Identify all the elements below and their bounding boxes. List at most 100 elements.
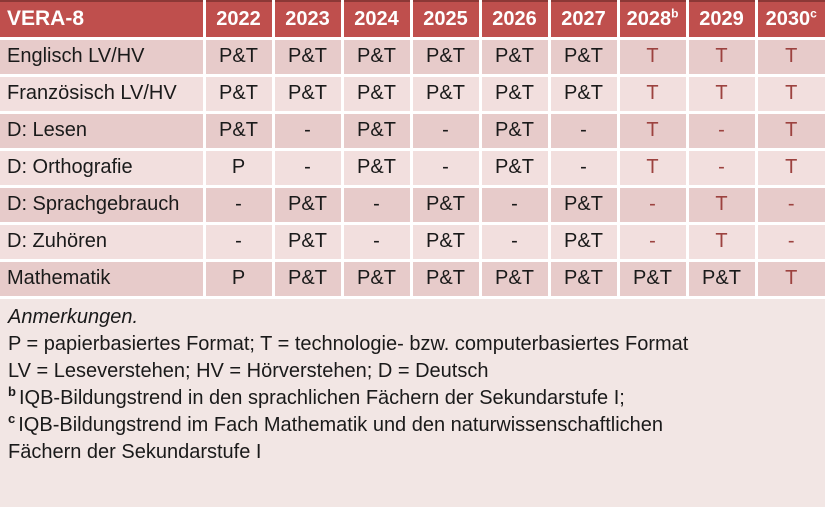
- cell-2025: P&T: [411, 260, 482, 299]
- cell-2023: P&T: [273, 75, 344, 114]
- year-label: 2029: [699, 7, 744, 30]
- year-footnote-marker: b: [671, 6, 679, 21]
- cell-2026: P&T: [480, 149, 551, 188]
- cell-2027: P&T: [549, 75, 620, 114]
- note-line: LV = Leseverstehen; HV = Hörverstehen; D…: [8, 358, 815, 385]
- year-header-2026: 2026: [480, 0, 551, 40]
- cell-2022: -: [204, 186, 275, 225]
- note-line: Fächern der Sekundarstufe I: [8, 439, 815, 466]
- footnote-marker: b: [8, 383, 16, 399]
- cell-2029: T: [687, 75, 758, 114]
- year-footnote-marker: c: [810, 6, 817, 21]
- year-header-2024: 2024: [342, 0, 413, 40]
- note-text: IQB-Bildungstrend in den sprachlichen Fä…: [18, 386, 625, 409]
- cell-2024: -: [342, 186, 413, 225]
- cell-2023: -: [273, 112, 344, 151]
- cell-2029: P&T: [687, 260, 758, 299]
- note-line: Anmerkungen.: [8, 304, 815, 331]
- cell-2030: -: [756, 223, 825, 262]
- note-text: IQB-Bildungstrend im Fach Mathematik und…: [18, 413, 663, 436]
- cell-2025: -: [411, 112, 482, 151]
- cell-2027: P&T: [549, 38, 620, 77]
- note-line: b IQB-Bildungstrend in den sprachlichen F…: [8, 385, 815, 412]
- cell-2026: P&T: [480, 260, 551, 299]
- cell-2026: -: [480, 223, 551, 262]
- cell-2027: P&T: [549, 260, 620, 299]
- cell-2029: -: [687, 112, 758, 151]
- cell-2028: T: [618, 112, 689, 151]
- year-header-2029: 2029: [687, 0, 758, 40]
- table-row: Französisch LV/HV P&T P&T P&T P&T P&T P&T T T T: [0, 75, 825, 114]
- cell-2026: P&T: [480, 38, 551, 77]
- year-header-2025: 2025: [411, 0, 482, 40]
- table-row: Englisch LV/HV P&T P&T P&T P&T P&T P&T T T T: [0, 38, 825, 77]
- cell-2022: P: [204, 149, 275, 188]
- cell-2025: P&T: [411, 75, 482, 114]
- row-label: D: Orthografie: [0, 149, 206, 188]
- cell-2030: T: [756, 38, 825, 77]
- year-header-2030: 2030c: [756, 0, 825, 40]
- row-label: D: Sprachgebrauch: [0, 186, 206, 225]
- year-label: 2027: [561, 7, 606, 30]
- table-title-cell: VERA-8: [0, 0, 206, 40]
- cell-2028: T: [618, 38, 689, 77]
- cell-2030: T: [756, 75, 825, 114]
- note-text: P = papierbasiertes Format; T = technolo…: [8, 332, 689, 355]
- cell-2028: T: [618, 75, 689, 114]
- cell-2024: -: [342, 223, 413, 262]
- year-header-2027: 2027: [549, 0, 620, 40]
- cell-2026: -: [480, 186, 551, 225]
- year-label: 2023: [285, 7, 330, 30]
- year-header-2022: 2022: [204, 0, 275, 40]
- table-row: Mathematik P P&T P&T P&T P&T P&T P&T P&T T: [0, 260, 825, 299]
- table-header-row: VERA-8 2022 2023 2024 2025 2026 2027 2028b 2029…: [0, 0, 825, 40]
- cell-2030: T: [756, 260, 825, 299]
- cell-2025: P&T: [411, 186, 482, 225]
- cell-2025: P&T: [411, 38, 482, 77]
- cell-2030: T: [756, 149, 825, 188]
- row-label: D: Lesen: [0, 112, 206, 151]
- cell-2026: P&T: [480, 75, 551, 114]
- cell-2025: -: [411, 149, 482, 188]
- year-label: 2028: [626, 7, 672, 30]
- cell-2027: -: [549, 112, 620, 151]
- note-text: Fächern der Sekundarstufe I: [8, 440, 262, 463]
- cell-2025: P&T: [411, 223, 482, 262]
- cell-2023: P&T: [273, 260, 344, 299]
- cell-2024: P&T: [342, 149, 413, 188]
- cell-2027: P&T: [549, 223, 620, 262]
- cell-2024: P&T: [342, 38, 413, 77]
- cell-2029: T: [687, 223, 758, 262]
- cell-2022: P&T: [204, 112, 275, 151]
- year-label: 2026: [492, 7, 537, 30]
- cell-2024: P&T: [342, 112, 413, 151]
- year-label: 2025: [423, 7, 468, 30]
- cell-2023: P&T: [273, 223, 344, 262]
- table-row: D: Lesen P&T - P&T - P&T - T - T: [0, 112, 825, 151]
- year-header-2023: 2023: [273, 0, 344, 40]
- cell-2023: P&T: [273, 186, 344, 225]
- cell-2028: -: [618, 223, 689, 262]
- cell-2024: P&T: [342, 75, 413, 114]
- table-title: VERA-8: [7, 7, 85, 31]
- cell-2022: P: [204, 260, 275, 299]
- table-row: D: Sprachgebrauch - P&T - P&T - P&T - T -: [0, 186, 825, 225]
- row-label: Französisch LV/HV: [0, 75, 206, 114]
- year-label: 2022: [216, 7, 261, 30]
- note-line: P = papierbasiertes Format; T = technolo…: [8, 331, 815, 358]
- row-label: Mathematik: [0, 260, 206, 299]
- table-row: D: Orthografie P - P&T - P&T - T - T: [0, 149, 825, 188]
- cell-2030: T: [756, 112, 825, 151]
- table-row: D: Zuhören - P&T - P&T - P&T - T -: [0, 223, 825, 262]
- year-label: 2024: [354, 7, 399, 30]
- cell-2029: -: [687, 149, 758, 188]
- cell-2022: P&T: [204, 38, 275, 77]
- cell-2027: -: [549, 149, 620, 188]
- row-label: D: Zuhören: [0, 223, 206, 262]
- table-body: Englisch LV/HV P&T P&T P&T P&T P&T P&T T T T Franz…: [0, 38, 825, 299]
- cell-2030: -: [756, 186, 825, 225]
- cell-2026: P&T: [480, 112, 551, 151]
- notes-section: Anmerkungen. P = papierbasiertes Format; …: [0, 298, 825, 486]
- cell-2022: P&T: [204, 75, 275, 114]
